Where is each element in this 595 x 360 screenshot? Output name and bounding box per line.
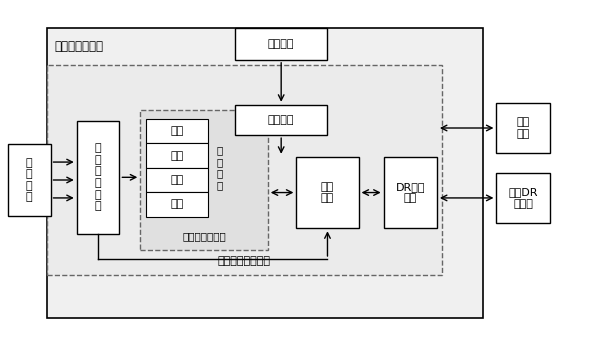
Bar — [146, 143, 208, 168]
Bar — [235, 105, 327, 135]
Bar — [384, 157, 437, 228]
Bar — [496, 173, 550, 223]
Bar — [296, 157, 359, 228]
Text: 蓄
电
池
组: 蓄 电 池 组 — [26, 158, 33, 202]
Bar — [47, 28, 483, 318]
Text: 控制
模块: 控制 模块 — [321, 182, 334, 203]
Text: 通信电源控制柜: 通信电源控制柜 — [54, 40, 103, 53]
Text: 交流电源: 交流电源 — [268, 39, 295, 49]
Bar — [146, 119, 208, 143]
Bar — [47, 65, 441, 275]
Bar — [235, 28, 327, 60]
Text: 通信
设备: 通信 设备 — [516, 117, 530, 139]
Bar — [146, 192, 208, 217]
Bar — [146, 168, 208, 192]
Text: 电压: 电压 — [171, 126, 184, 136]
Bar — [140, 110, 268, 250]
Text: 通信电池控制系统: 通信电池控制系统 — [218, 256, 271, 266]
Text: 多
路
选
择
开
关: 多 路 选 择 开 关 — [95, 143, 101, 211]
Bar — [8, 144, 51, 216]
Text: 电网DR
服务器: 电网DR 服务器 — [508, 187, 538, 209]
Text: 电池组监测模块: 电池组监测模块 — [182, 231, 226, 241]
Text: 剩
余
容
量: 剩 余 容 量 — [216, 145, 223, 190]
Bar — [496, 103, 550, 153]
Text: 温度: 温度 — [171, 199, 184, 210]
Text: DR通信
接口: DR通信 接口 — [396, 182, 425, 203]
Text: 市电开关: 市电开关 — [268, 115, 295, 125]
Text: 阻容: 阻容 — [171, 175, 184, 185]
Bar — [77, 121, 120, 234]
Text: 电流: 电流 — [171, 150, 184, 161]
